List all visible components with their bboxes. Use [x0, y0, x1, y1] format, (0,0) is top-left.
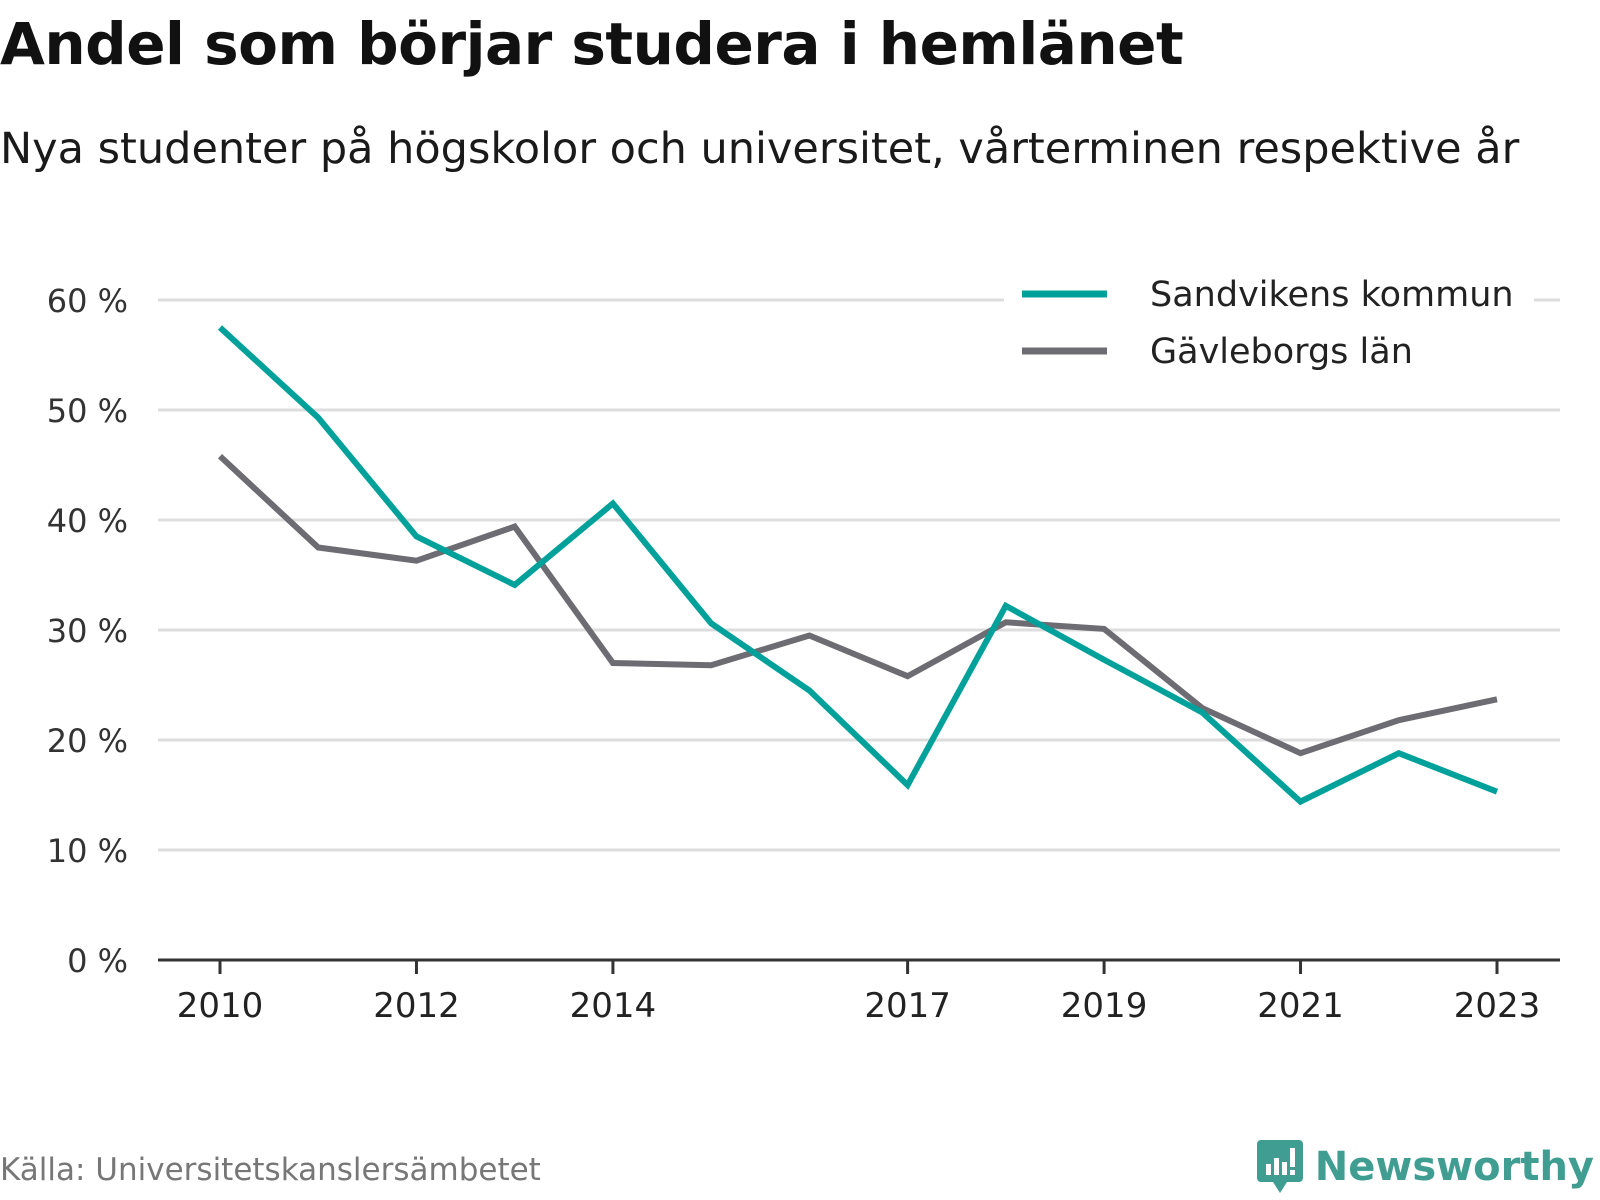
y-tick-label: 30 %	[47, 612, 128, 650]
x-tick-label: 2010	[177, 986, 264, 1026]
y-axis-ticks: 0 % 10 % 20 % 30 % 40 % 50 % 60 %	[47, 282, 128, 980]
y-tick-label: 40 %	[47, 502, 128, 540]
series-line-sandvikens-kommun	[217, 325, 1499, 806]
y-tick-label: 20 %	[47, 722, 128, 760]
brand-logo: Newsworthy	[1255, 1138, 1594, 1196]
x-tick-label: 2023	[1454, 986, 1541, 1026]
x-tick-label: 2014	[570, 986, 657, 1026]
newsworthy-logo-icon	[1256, 1140, 1303, 1193]
series-lines	[217, 325, 1499, 806]
x-tick-label: 2019	[1061, 986, 1148, 1026]
y-tick-label: 10 %	[47, 832, 128, 870]
series-line-gavleborgs-lan	[217, 454, 1498, 757]
x-tick-label: 2012	[373, 986, 460, 1026]
x-axis: 2010 2012 2014 2017 2019 2021 2023	[158, 958, 1560, 1026]
y-tick-label: 50 %	[47, 392, 128, 430]
chart-subtitle: Nya studenter på högskolor och universit…	[0, 124, 1520, 174]
legend-background	[1004, 264, 1534, 392]
legend-label: Sandvikens kommun	[1150, 275, 1514, 315]
x-tick-label: 2017	[864, 986, 951, 1026]
x-tick-label: 2021	[1257, 986, 1344, 1026]
y-tick-label: 0 %	[67, 942, 128, 980]
legend: Sandvikens kommun Gävleborgs län	[1004, 264, 1534, 392]
y-tick-label: 60 %	[47, 282, 128, 320]
legend-label: Gävleborgs län	[1150, 332, 1413, 372]
source-note: Källa: Universitetskanslersämbetet	[0, 1152, 541, 1188]
chart-title: Andel som börjar studera i hemlänet	[0, 10, 1184, 78]
brand-name: Newsworthy	[1314, 1144, 1594, 1190]
